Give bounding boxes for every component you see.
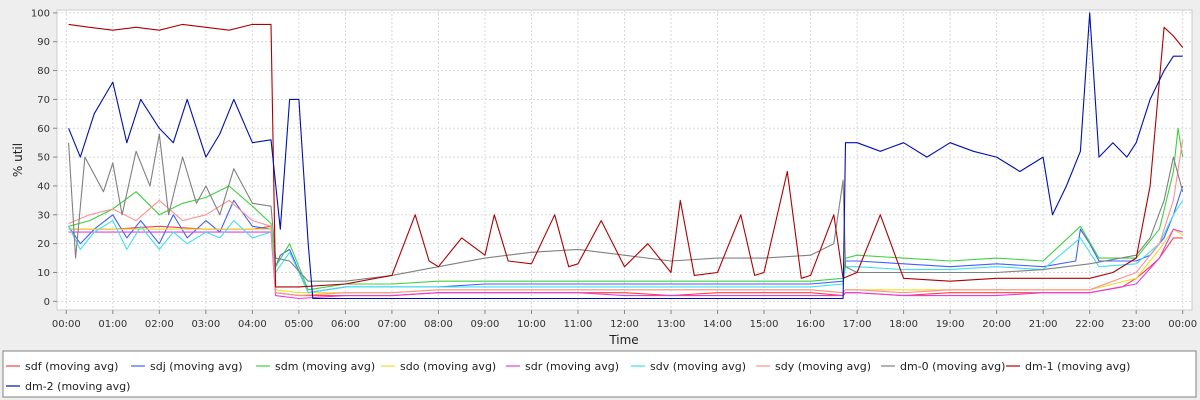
series-line-9 bbox=[68, 12, 1183, 300]
x-tick-label: 20:00 bbox=[982, 319, 1011, 330]
legend-label: sdr (moving avg) bbox=[525, 360, 619, 373]
x-tick-label: 21:00 bbox=[1029, 319, 1058, 330]
legend-item-4: sdr (moving avg) bbox=[506, 360, 619, 373]
x-tick-label: 14:00 bbox=[703, 319, 732, 330]
legend-label: dm-0 (moving avg) bbox=[900, 360, 1005, 373]
legend-label: sdm (moving avg) bbox=[275, 360, 375, 373]
x-tick-label: 03:00 bbox=[191, 319, 220, 330]
x-tick-label: 15:00 bbox=[750, 319, 779, 330]
legend-item-5: sdv (moving avg) bbox=[631, 360, 746, 373]
x-tick-label: 19:00 bbox=[936, 319, 965, 330]
x-tick-label: 11:00 bbox=[564, 319, 593, 330]
y-tick-label: 40 bbox=[37, 181, 50, 192]
legend-item-9: dm-2 (moving avg) bbox=[6, 380, 130, 393]
legend-item-1: sdj (moving avg) bbox=[131, 360, 243, 373]
x-tick-label: 00:00 bbox=[1168, 319, 1197, 330]
legend-label: sdo (moving avg) bbox=[400, 360, 496, 373]
y-tick-label: 30 bbox=[37, 210, 50, 221]
series-line-2 bbox=[68, 127, 1184, 291]
y-axis-title: % util bbox=[11, 143, 25, 177]
y-tick-label: 80 bbox=[37, 66, 50, 77]
x-tick-label: 09:00 bbox=[471, 319, 500, 330]
x-tick-label: 23:00 bbox=[1122, 319, 1151, 330]
legend-item-8: dm-1 (moving avg) bbox=[1006, 360, 1130, 373]
x-tick-label: 01:00 bbox=[98, 319, 127, 330]
legend-item-6: sdy (moving avg) bbox=[756, 360, 871, 373]
x-tick-label: 08:00 bbox=[424, 319, 453, 330]
legend-label: sdy (moving avg) bbox=[775, 360, 871, 373]
x-tick-label: 13:00 bbox=[657, 319, 686, 330]
x-tick-label: 07:00 bbox=[378, 319, 407, 330]
x-tick-label: 18:00 bbox=[889, 319, 918, 330]
y-tick-label: 0 bbox=[44, 297, 50, 308]
x-tick-label: 12:00 bbox=[610, 319, 639, 330]
x-tick-label: 00:00 bbox=[52, 319, 81, 330]
series-line-6 bbox=[68, 139, 1184, 297]
legend-item-0: sdf (moving avg) bbox=[6, 360, 118, 373]
y-tick-label: 60 bbox=[37, 124, 50, 135]
legend-label: sdf (moving avg) bbox=[25, 360, 118, 373]
x-tick-label: 04:00 bbox=[238, 319, 267, 330]
legend-box bbox=[2, 350, 1197, 398]
x-tick-label: 05:00 bbox=[284, 319, 313, 330]
x-tick-label: 02:00 bbox=[145, 319, 174, 330]
legend-label: sdv (moving avg) bbox=[650, 360, 746, 373]
x-tick-label: 06:00 bbox=[331, 319, 360, 330]
series-line-8 bbox=[68, 23, 1184, 288]
legend-item-2: sdm (moving avg) bbox=[256, 360, 375, 373]
x-axis-title: Time bbox=[608, 333, 638, 347]
legend-item-3: sdo (moving avg) bbox=[381, 360, 496, 373]
x-tick-label: 22:00 bbox=[1075, 319, 1104, 330]
legend-label: dm-1 (moving avg) bbox=[1025, 360, 1130, 373]
y-tick-label: 100 bbox=[31, 8, 50, 19]
legend-label: dm-2 (moving avg) bbox=[25, 380, 130, 393]
y-axis-ticks: 0 10 20 30 40 50 60 70 80 90 100 bbox=[31, 8, 57, 308]
legend: sdf (moving avg) sdj (moving avg) sdm (mov… bbox=[2, 350, 1197, 398]
y-tick-label: 20 bbox=[37, 239, 50, 250]
legend-label: sdj (moving avg) bbox=[150, 360, 243, 373]
series-lines bbox=[68, 12, 1184, 300]
y-tick-label: 50 bbox=[37, 153, 50, 164]
x-tick-label: 16:00 bbox=[796, 319, 825, 330]
x-axis-ticks: 00:00 01:00 02:00 03:00 04:00 05:00 06:00 07:00… bbox=[52, 310, 1197, 330]
y-tick-label: 70 bbox=[37, 95, 50, 106]
grid-lines bbox=[57, 10, 1192, 310]
x-tick-label: 17:00 bbox=[843, 319, 872, 330]
y-tick-label: 90 bbox=[37, 37, 50, 48]
x-tick-label: 10:00 bbox=[517, 319, 546, 330]
series-line-5 bbox=[68, 200, 1184, 294]
legend-item-7: dm-0 (moving avg) bbox=[881, 360, 1005, 373]
y-tick-label: 10 bbox=[37, 268, 50, 279]
